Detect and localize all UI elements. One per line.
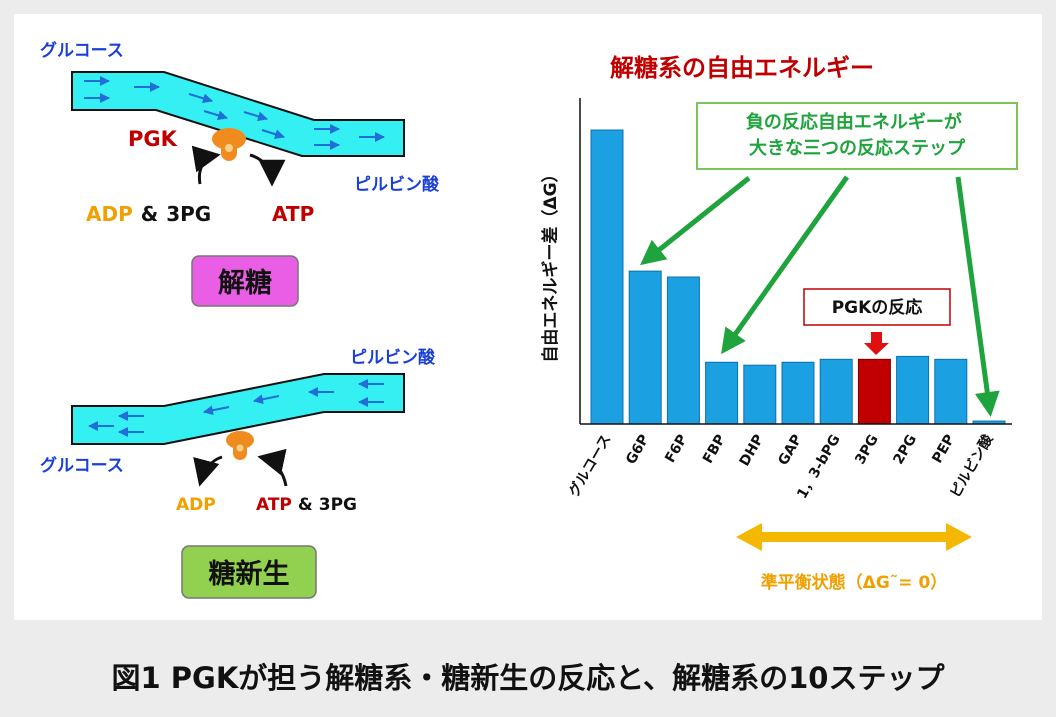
range-double-arrow	[736, 523, 972, 551]
curved-arrow-in-2	[257, 448, 288, 487]
figure-panel: グルコース ピルビン酸 PGK ADP & 3PG ATP 解糖 ピルビン酸	[14, 14, 1042, 620]
chart-title: 解糖系の自由エネルギー	[610, 54, 874, 82]
free-energy-chart: 解糖系の自由エネルギー 自由エネルギー差（ΔG） グルコース G6P F6P FBP D…	[540, 54, 1018, 593]
glycolysis-diagram: グルコース ピルビン酸 PGK ADP & 3PG ATP 解糖	[40, 40, 440, 307]
gluconeogenesis-box	[181, 545, 317, 599]
bar-4	[743, 364, 777, 425]
x-tick-label: 3PG	[852, 432, 882, 467]
gluconeogenesis-box-label: 糖新生	[209, 558, 290, 590]
atp-product: ATP	[272, 202, 314, 226]
arrow-to-g6p	[640, 176, 751, 266]
callout-box	[696, 102, 1018, 170]
x-tick-label: PEP	[929, 432, 958, 466]
pgk-enzyme-icon-2	[226, 431, 254, 460]
pyruvate-label: ピルビン酸	[354, 174, 440, 195]
bar-9	[934, 358, 968, 425]
x-tick-label: F6P	[662, 432, 691, 466]
bar-0	[590, 129, 624, 425]
glucose-label: グルコース	[40, 40, 124, 61]
glycolysis-box	[191, 255, 299, 307]
x-tick-label: G6P	[623, 432, 653, 467]
pgk-enzyme-icon	[212, 128, 246, 161]
glycolysis-tube	[71, 71, 405, 157]
bar-2	[666, 276, 700, 425]
pgk-reaction-box	[803, 288, 951, 326]
reaction-substrates: ADP & 3PG	[86, 202, 211, 226]
flow-arrows	[84, 76, 385, 150]
pgk-reaction-label: PGKの反応	[832, 297, 923, 318]
curved-arrow-in	[191, 145, 221, 185]
glycolysis-box-label: 解糖	[218, 267, 272, 299]
adp-product: ADP	[176, 495, 216, 515]
callout-arrows	[640, 175, 1000, 417]
figure-caption: 図1 PGKが担う解糖系・糖新生の反応と、解糖系の10ステップ	[111, 661, 945, 695]
gluconeogenesis-diagram: ピルビン酸 グルコース ADP ATP & 3PG 糖新生	[40, 347, 436, 599]
bar-6	[819, 358, 853, 425]
pgk-down-arrow	[864, 332, 889, 355]
bar-1	[628, 270, 662, 425]
y-axis-label: 自由エネルギー差（ΔG）	[540, 165, 561, 362]
bar-3	[705, 361, 739, 425]
reverse-flow-arrows	[88, 379, 384, 437]
x-tick-label: FBP	[700, 432, 729, 466]
pgk-label: PGK	[128, 127, 178, 151]
range-label: 準平衡状態（ΔG˜= 0）	[761, 572, 948, 593]
curved-arrow-out-2	[193, 455, 223, 487]
x-tick-label: 2PG	[890, 432, 920, 467]
x-tick-label: グルコース	[565, 432, 614, 500]
x-tick-label: DHP	[737, 432, 768, 469]
arrow-to-pyruvate	[955, 176, 1000, 417]
callout-text: 負の反応自由エネルギーが 大きな三つの反応ステップ	[746, 111, 968, 159]
arrow-to-fbp	[721, 175, 850, 355]
x-tick-label: GAP	[775, 432, 805, 468]
bar-5	[781, 361, 815, 425]
glucose-label-2: グルコース	[40, 455, 124, 476]
bar-7	[857, 358, 891, 425]
curved-arrow-out	[249, 153, 286, 187]
reaction-substrates-2: ATP & 3PG	[256, 495, 357, 515]
pyruvate-label-2: ピルビン酸	[350, 347, 436, 368]
bar-8	[896, 355, 930, 425]
bars	[590, 129, 1006, 425]
